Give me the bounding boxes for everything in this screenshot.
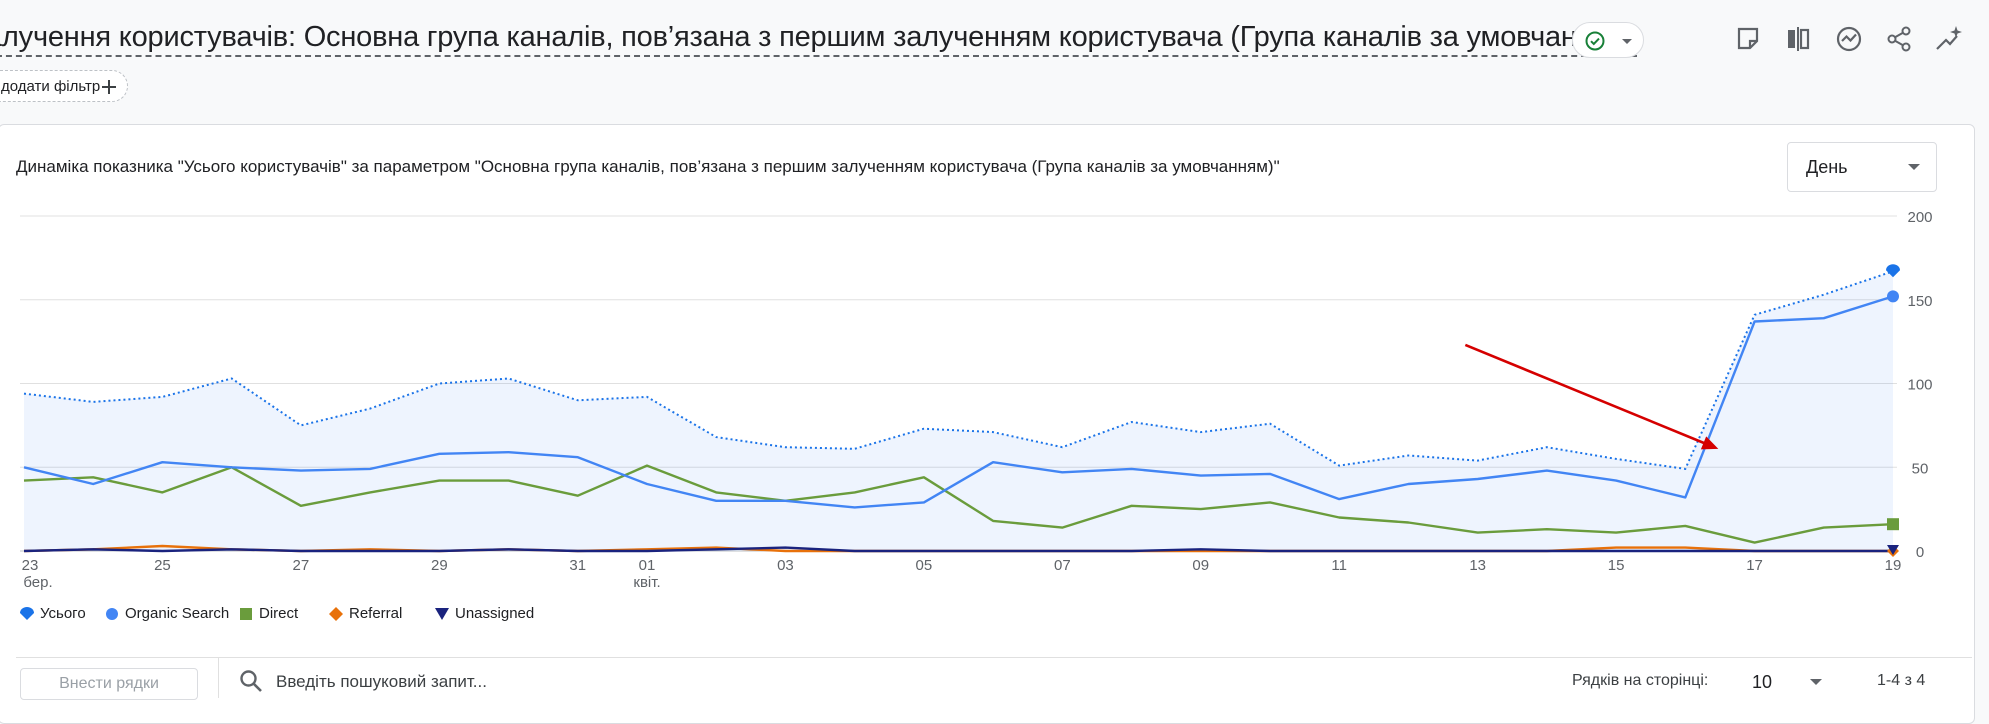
- legend-label: Referral: [349, 605, 403, 622]
- table-divider: [16, 657, 1972, 658]
- customize-report-icon[interactable]: [1731, 22, 1765, 56]
- series-line-direct: [23, 464, 1894, 544]
- search-icon: [240, 670, 262, 692]
- series-line-organic-search: [23, 295, 1894, 509]
- x-tick-label: 13: [1469, 557, 1486, 574]
- rows-per-page-value: 10: [1752, 672, 1773, 692]
- legend-symbol-square: [240, 608, 252, 620]
- x-tick-label: 15: [1608, 557, 1625, 574]
- x-tick-label: 11: [1331, 557, 1347, 574]
- chevron-down-icon: [1908, 164, 1920, 170]
- x-month-label: квіт.: [633, 574, 660, 591]
- y-tick-label: 50: [1912, 460, 1929, 477]
- x-tick-label: 23: [22, 557, 39, 574]
- legend-symbol-circle: [106, 608, 118, 620]
- annotation-arrow-line: [1464, 343, 1711, 447]
- legend-symbol-triangle-down: [435, 608, 449, 620]
- chevron-down-icon: [1810, 679, 1822, 685]
- legend-symbol-pin: [20, 607, 34, 620]
- y-tick-label: 200: [1907, 209, 1932, 226]
- chevron-down-icon: [1622, 39, 1632, 44]
- x-tick-label: 31: [569, 557, 586, 574]
- rows-per-page-label: Рядків на сторінці:: [1572, 672, 1709, 689]
- compare-icon[interactable]: [1781, 22, 1815, 56]
- add-filter-button[interactable]: додати фільтр: [0, 70, 128, 102]
- report-header: [0, 0, 1989, 124]
- sparkle-icon[interactable]: [1932, 22, 1966, 56]
- x-tick-label: 07: [1054, 557, 1071, 574]
- chart-title: Динаміка показника "Усього користувачів"…: [16, 157, 1280, 176]
- line-chart: 0 50 100 150 200 23 25 27 29 31 01 03 05 07 09 11 13 15 17…: [20, 209, 1933, 591]
- legend-label: Organic Search: [125, 605, 230, 622]
- search-input[interactable]: [276, 668, 836, 696]
- x-tick-label: 25: [154, 557, 171, 574]
- add-filter-label: додати фільтр: [1, 78, 101, 95]
- add-rows-button[interactable]: Внести рядки: [20, 668, 198, 700]
- series-line-total: [23, 270, 1894, 470]
- annotation-arrow-head: [1700, 436, 1719, 450]
- end-marker-direct: [1887, 518, 1899, 531]
- report-title[interactable]: алучення користувачів: Основна група кан…: [0, 20, 1637, 57]
- legend-label: Unassigned: [455, 605, 535, 622]
- rows-per-page-select[interactable]: 10: [1748, 668, 1838, 698]
- y-tick-label: 100: [1907, 377, 1932, 394]
- x-month-label: бер.: [23, 574, 52, 591]
- pagination-range: 1-4 з 4: [1877, 672, 1926, 689]
- x-tick-label: 17: [1746, 557, 1763, 574]
- share-icon[interactable]: [1882, 22, 1916, 56]
- legend-symbol-diamond: [329, 607, 343, 621]
- chart-card: [0, 124, 1975, 724]
- period-value: День: [1806, 157, 1848, 177]
- end-marker-unassigned: [1887, 545, 1899, 555]
- plus-icon: [102, 80, 116, 94]
- end-marker-total: [1886, 264, 1900, 278]
- toolbar-divider: [218, 658, 219, 698]
- x-tick-label: 27: [293, 557, 310, 574]
- legend-label: Усього: [40, 605, 86, 622]
- y-tick-label: 0: [1916, 544, 1924, 561]
- total-area-fill: [24, 271, 1893, 551]
- period-select[interactable]: День: [1787, 142, 1937, 192]
- check-circle-icon: [1585, 31, 1605, 51]
- x-tick-label: 05: [916, 557, 933, 574]
- x-tick-label: 29: [431, 557, 448, 574]
- end-marker-organic-search: [1887, 290, 1899, 303]
- x-tick-label: 01: [639, 557, 656, 574]
- series-line-unassigned: [23, 546, 1893, 553]
- x-tick-label: 19: [1885, 557, 1902, 574]
- x-tick-label: 03: [777, 557, 794, 574]
- insights-icon[interactable]: [1832, 22, 1866, 56]
- x-tick-label: 09: [1192, 557, 1209, 574]
- data-quality-chip[interactable]: [1572, 22, 1644, 58]
- y-tick-label: 150: [1907, 293, 1932, 310]
- legend-label: Direct: [259, 605, 299, 622]
